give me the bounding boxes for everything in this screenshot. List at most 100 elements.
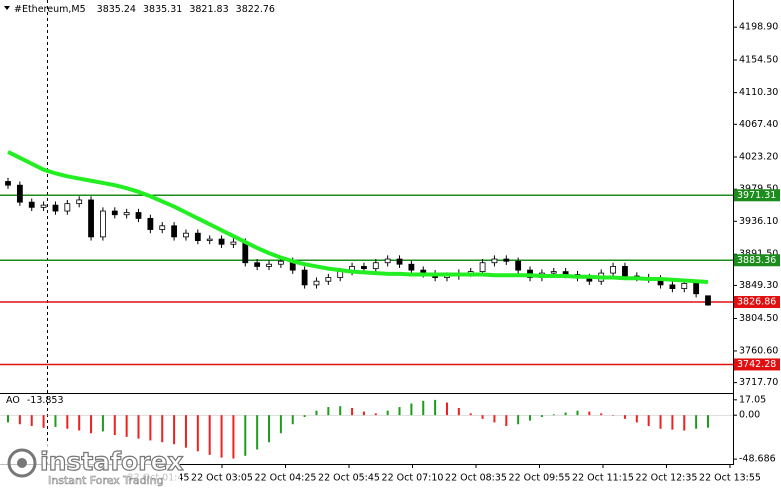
candle-body xyxy=(40,204,47,208)
ao-bar xyxy=(623,415,626,419)
ao-bar xyxy=(18,415,21,425)
y-tick-label: 4023.20 xyxy=(739,151,778,162)
ao-bar xyxy=(469,413,472,416)
header-high: 3835.31 xyxy=(143,4,182,15)
ao-bar xyxy=(351,407,354,416)
candle-body xyxy=(337,271,344,278)
ao-bar xyxy=(232,415,235,459)
y-tick-label: 3760.60 xyxy=(739,345,778,356)
ao-tick-label: -48.686 xyxy=(739,454,776,465)
ao-bar xyxy=(576,410,579,416)
candle-body xyxy=(218,238,225,245)
ao-bar xyxy=(457,407,460,416)
header: #Ethereum,M5 3835.24 3835.31 3821.83 382… xyxy=(14,4,275,15)
ao-bar xyxy=(707,415,709,428)
ao-bar xyxy=(184,415,187,448)
ao-bar xyxy=(291,415,294,425)
watermark-logo xyxy=(7,448,37,478)
level-label: 3742.28 xyxy=(737,359,776,370)
y-tick-label: 4110.30 xyxy=(739,87,778,98)
level-label-bg xyxy=(734,358,780,371)
ao-bar xyxy=(30,415,33,427)
ao-bar xyxy=(78,415,81,431)
ao-bar xyxy=(398,407,401,416)
ao-tick-label: 0.00 xyxy=(739,410,760,421)
ao-bar xyxy=(54,415,57,427)
candle-body xyxy=(52,204,59,212)
candle-body xyxy=(266,263,272,267)
candle-body xyxy=(171,225,178,238)
ao-bar xyxy=(374,413,377,416)
time-label: 22 Oct 13:55 xyxy=(699,473,761,484)
candle-body xyxy=(183,232,189,238)
ao-bar xyxy=(268,415,271,443)
watermark-tagline: Instant Forex Trading xyxy=(48,474,164,487)
ao-bar xyxy=(196,415,199,452)
y-tick-label: 3979.50 xyxy=(739,184,778,195)
header-open: 3835.24 xyxy=(97,4,136,15)
ao-bar xyxy=(101,415,104,432)
time-label: 22 Oct 11:15 xyxy=(572,473,634,484)
y-tick-label: 4154.50 xyxy=(739,54,778,65)
ao-bar xyxy=(66,415,69,429)
candle-body xyxy=(111,210,118,216)
ao-bar xyxy=(410,403,413,416)
ao-bar xyxy=(683,415,686,431)
ao-bar xyxy=(540,415,543,418)
candle-body xyxy=(301,269,308,286)
time-label: 22 Oct 07:10 xyxy=(382,473,444,484)
ao-bar xyxy=(339,406,342,416)
candle-body xyxy=(147,218,154,230)
level-label: 3883.36 xyxy=(737,255,776,266)
candle-body xyxy=(610,266,616,274)
candle-body xyxy=(254,262,261,267)
ao-bar xyxy=(481,415,484,419)
ao-bar xyxy=(600,413,603,416)
header-close: 3822.76 xyxy=(236,4,275,15)
ao-bar xyxy=(695,415,698,429)
ao-bar xyxy=(445,402,448,416)
ao-bar xyxy=(256,415,259,450)
time-label: 22 Oct 08:35 xyxy=(445,473,507,484)
ao-bar xyxy=(315,410,318,416)
ao-bar xyxy=(208,415,211,455)
ao-bar xyxy=(612,415,615,416)
candle-body xyxy=(681,283,688,289)
ao-bar xyxy=(113,415,116,436)
ao-bar xyxy=(588,411,591,416)
candle-body xyxy=(135,212,142,219)
watermark-brand: instaforex xyxy=(40,447,184,476)
ao-bar xyxy=(161,415,164,443)
ao-bar xyxy=(149,415,152,441)
ao-bar xyxy=(434,399,437,416)
ao-bar xyxy=(220,415,223,458)
candle-body xyxy=(313,280,320,286)
ao-bar xyxy=(173,415,176,445)
candle-body xyxy=(28,201,35,208)
ao-bar xyxy=(125,415,128,437)
candle-body xyxy=(325,277,332,282)
candle-body xyxy=(669,284,676,289)
ao-bar xyxy=(564,412,567,416)
ao-bar xyxy=(279,415,282,434)
level-label-bg xyxy=(734,189,780,202)
candle-body xyxy=(100,210,106,238)
moving-average xyxy=(7,150,709,284)
ao-bar xyxy=(362,411,365,416)
y-tick-label: 4198.90 xyxy=(739,22,778,33)
ao-bar xyxy=(517,415,520,425)
candle-body xyxy=(230,241,237,245)
candle-body xyxy=(503,258,510,262)
candle-body xyxy=(693,283,700,295)
level-label: 3826.86 xyxy=(737,296,776,307)
ao-bar xyxy=(552,414,555,416)
header-low: 3821.83 xyxy=(189,4,228,15)
y-tick-label: 3717.70 xyxy=(739,377,778,388)
y-tick-label: 3849.30 xyxy=(739,280,778,291)
ao-label: AO xyxy=(6,395,20,406)
ao-bar xyxy=(386,410,389,416)
ao-value: -13.853 xyxy=(27,395,64,406)
menu-arrow[interactable] xyxy=(4,6,10,10)
ao-bar xyxy=(137,415,140,439)
